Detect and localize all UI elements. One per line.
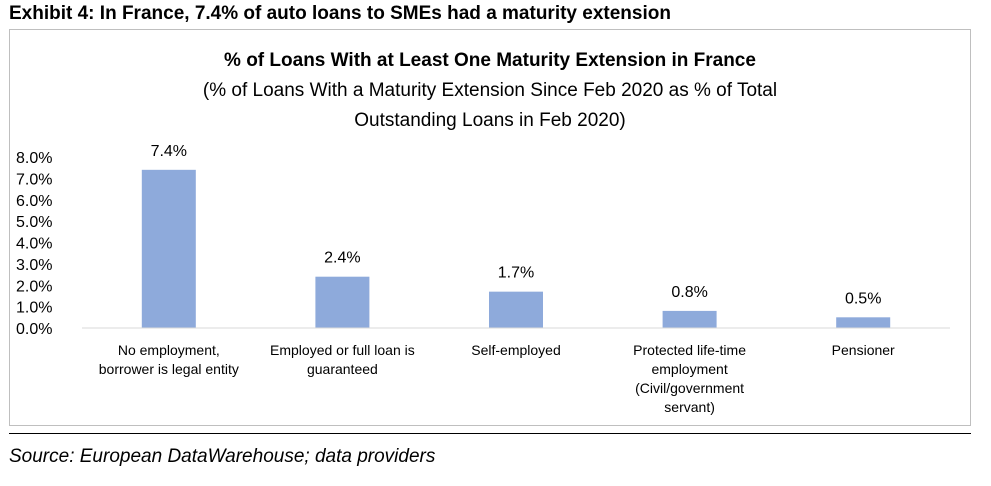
bar (141, 169, 196, 328)
category-label: Protected life-time (633, 342, 746, 358)
data-label: 0.8% (671, 284, 707, 301)
category-label: guaranteed (307, 361, 378, 377)
data-labels: 7.4% 2.4% 1.7% 0.8% 0.5% (151, 143, 882, 307)
data-label: 1.7% (498, 265, 534, 282)
chart-subtitle-line: Outstanding Loans in Feb 2020) (354, 110, 625, 131)
chart-subtitle-line: (% of Loans With a Maturity Extension Si… (203, 80, 777, 101)
data-label: 2.4% (324, 250, 360, 267)
y-tick-label: 4.0% (16, 236, 52, 253)
y-tick-label: 2.0% (16, 278, 52, 295)
bars (141, 169, 891, 328)
y-tick-label: 3.0% (16, 257, 52, 274)
chart-frame: % of Loans With at Least One Maturity Ex… (9, 29, 971, 426)
divider (9, 433, 971, 434)
category-label: Employed or full loan is (270, 342, 415, 358)
category-label: Self-employed (471, 342, 561, 358)
bar (489, 291, 543, 328)
bar (836, 317, 891, 328)
category-label: Pensioner (832, 342, 895, 358)
y-axis: 0.0% 1.0% 2.0% 3.0% 4.0% 5.0% 6.0% 7.0% 8.0% (16, 150, 52, 338)
bar (315, 276, 370, 328)
category-label: employment (651, 361, 727, 377)
exhibit-title: Exhibit 4: In France, 7.4% of auto loans… (9, 3, 671, 24)
data-label: 7.4% (151, 143, 187, 160)
category-label: borrower is legal entity (99, 361, 239, 377)
category-label: servant) (664, 399, 715, 415)
y-tick-label: 7.0% (16, 171, 52, 188)
category-label: (Civil/government (635, 380, 744, 396)
y-tick-label: 1.0% (16, 300, 52, 317)
source-note: Source: European DataWarehouse; data pro… (9, 446, 436, 467)
bar-chart: % of Loans With at Least One Maturity Ex… (16, 50, 950, 415)
y-tick-label: 8.0% (16, 150, 52, 167)
data-label: 0.5% (845, 290, 881, 307)
y-tick-label: 0.0% (16, 321, 52, 338)
y-tick-label: 5.0% (16, 214, 52, 231)
x-axis-labels: No employment, borrower is legal entity Em… (99, 342, 895, 415)
bar (662, 310, 717, 328)
chart-title: % of Loans With at Least One Maturity Ex… (224, 50, 756, 71)
y-tick-label: 6.0% (16, 193, 52, 210)
category-label: No employment, (118, 342, 220, 358)
